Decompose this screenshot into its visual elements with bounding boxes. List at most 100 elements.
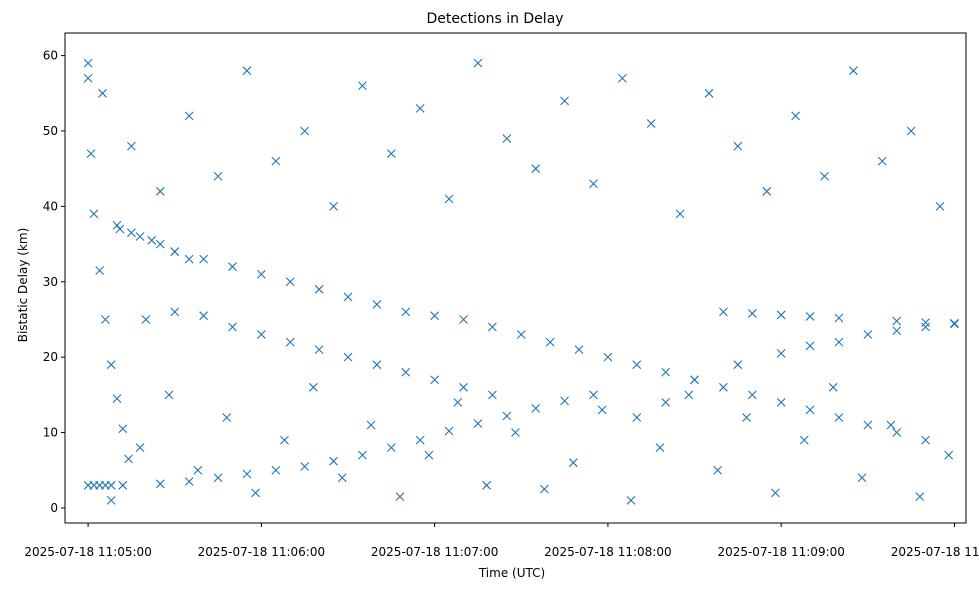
data-point	[242, 66, 252, 76]
data-point	[539, 484, 549, 494]
data-point	[308, 382, 318, 392]
x-tick-label: 2025-07-18 11:05:00	[24, 545, 151, 559]
data-point	[776, 397, 786, 407]
data-point	[589, 179, 598, 189]
data-point	[372, 299, 382, 309]
data-point	[690, 375, 699, 385]
data-point	[626, 495, 636, 505]
data-point	[459, 382, 468, 392]
data-point	[415, 103, 425, 113]
data-point	[372, 360, 382, 370]
data-point	[256, 330, 266, 339]
data-point	[632, 413, 642, 422]
data-point	[488, 322, 497, 332]
data-point	[271, 465, 281, 475]
y-tick-label: 0	[50, 501, 58, 515]
data-point	[805, 312, 815, 321]
data-point	[89, 209, 99, 219]
data-point	[805, 405, 815, 415]
data-point	[199, 311, 209, 321]
data-point	[921, 322, 930, 332]
data-point	[366, 420, 376, 430]
data-points	[83, 58, 959, 505]
data-point	[170, 307, 180, 317]
data-point	[155, 479, 165, 489]
data-point	[127, 141, 136, 151]
data-point	[545, 337, 555, 347]
data-point	[516, 330, 526, 339]
data-point	[776, 310, 786, 320]
data-point	[704, 88, 714, 98]
data-point	[135, 232, 145, 241]
data-point	[213, 473, 223, 483]
data-point	[713, 465, 723, 475]
data-point	[502, 411, 512, 421]
data-point	[834, 337, 844, 347]
data-point	[329, 201, 338, 211]
data-point	[415, 435, 425, 445]
data-point	[805, 341, 815, 351]
data-point	[531, 164, 541, 174]
data-point	[482, 480, 492, 490]
data-point	[127, 228, 136, 238]
data-point	[747, 390, 757, 400]
data-point	[944, 450, 954, 460]
data-point	[314, 284, 324, 294]
data-point	[655, 443, 665, 453]
data-point	[719, 382, 728, 392]
data-point	[453, 397, 463, 407]
data-point	[719, 307, 728, 317]
data-point	[473, 58, 483, 68]
data-point	[848, 66, 858, 76]
data-point	[459, 315, 468, 324]
data-point	[222, 413, 232, 422]
data-point	[560, 96, 569, 106]
data-point	[661, 367, 671, 377]
data-point	[300, 462, 310, 471]
data-point	[834, 413, 844, 422]
y-axis-ticks: 0 10 20 30 40 50 60	[43, 49, 65, 515]
data-point	[386, 149, 396, 159]
data-point	[155, 186, 165, 196]
data-point	[886, 420, 896, 430]
data-point	[115, 224, 125, 234]
data-point	[488, 390, 497, 400]
data-point	[101, 315, 110, 324]
data-point	[112, 394, 122, 404]
data-point	[170, 247, 180, 257]
data-point	[820, 171, 829, 181]
data-point	[98, 88, 107, 98]
data-point	[155, 239, 165, 249]
y-tick-label: 10	[43, 426, 58, 440]
data-point	[733, 141, 743, 151]
data-point	[915, 492, 925, 502]
data-point	[285, 337, 295, 347]
data-point	[603, 352, 613, 362]
data-point	[184, 254, 194, 264]
data-point	[83, 73, 93, 83]
data-point	[135, 443, 145, 453]
data-point	[401, 367, 411, 377]
data-point	[747, 309, 757, 318]
data-point	[106, 480, 116, 490]
data-point	[560, 396, 569, 406]
data-point	[300, 126, 310, 136]
data-point	[118, 480, 128, 490]
data-point	[892, 316, 902, 326]
data-point	[799, 435, 809, 445]
data-point	[386, 443, 396, 453]
data-point	[401, 307, 411, 317]
data-point	[228, 262, 237, 272]
data-point	[444, 426, 454, 436]
data-point	[280, 435, 289, 445]
data-point	[950, 319, 959, 329]
data-point	[337, 473, 347, 483]
data-point	[430, 311, 440, 321]
data-point	[568, 458, 578, 468]
data-point	[83, 58, 93, 68]
data-point	[164, 390, 174, 400]
data-point	[343, 292, 353, 302]
data-point	[675, 209, 685, 219]
y-tick-label: 60	[43, 49, 58, 63]
